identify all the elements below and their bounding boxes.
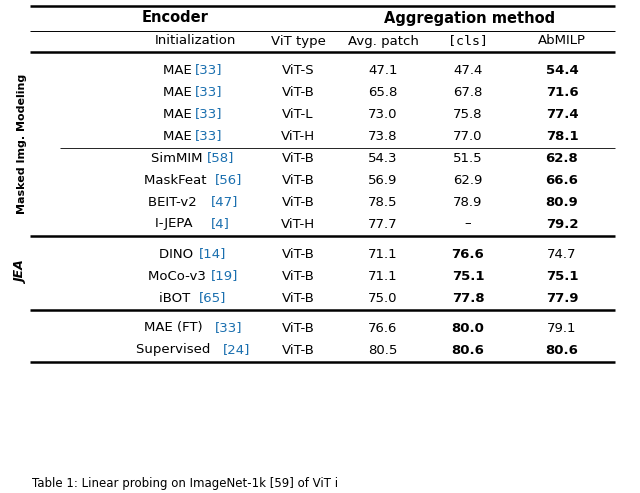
Text: DINO: DINO [159,247,198,260]
Text: [cls]: [cls] [448,35,488,47]
Text: 80.6: 80.6 [452,344,484,356]
Text: 56.9: 56.9 [368,174,397,186]
Text: [47]: [47] [211,196,238,209]
Text: 75.0: 75.0 [368,291,397,305]
Text: JEA: JEA [15,262,29,284]
Text: 80.0: 80.0 [452,321,484,334]
Text: I-JEPA: I-JEPA [156,217,197,231]
Text: MAE (FT): MAE (FT) [143,321,207,334]
Text: SimMIM: SimMIM [152,151,207,165]
Text: iBOT: iBOT [159,291,195,305]
Text: [24]: [24] [223,344,250,356]
Text: 67.8: 67.8 [453,85,483,99]
Text: ViT-B: ViT-B [282,321,314,334]
Text: [14]: [14] [199,247,227,260]
Text: 76.6: 76.6 [452,247,484,260]
Text: 71.1: 71.1 [368,247,398,260]
Text: 75.1: 75.1 [452,270,484,282]
Text: 80.6: 80.6 [545,344,579,356]
Text: 77.8: 77.8 [452,291,484,305]
Text: ViT-B: ViT-B [282,85,314,99]
Text: [65]: [65] [199,291,227,305]
Text: 47.4: 47.4 [453,64,483,76]
Text: ViT-S: ViT-S [282,64,314,76]
Text: ViT-B: ViT-B [282,270,314,282]
Text: MAE: MAE [163,130,196,142]
Text: Encoder: Encoder [141,10,209,26]
Text: 80.9: 80.9 [546,196,579,209]
Text: 75.8: 75.8 [453,107,483,120]
Text: [58]: [58] [207,151,234,165]
Text: 77.0: 77.0 [453,130,483,142]
Text: MAE: MAE [163,85,196,99]
Text: 66.6: 66.6 [545,174,579,186]
Text: [56]: [56] [215,174,242,186]
Text: ViT-B: ViT-B [282,344,314,356]
Text: [33]: [33] [195,130,223,142]
Text: 54.4: 54.4 [546,64,579,76]
Text: MoCo-v3: MoCo-v3 [147,270,210,282]
Text: 77.7: 77.7 [368,217,398,231]
Text: [33]: [33] [215,321,243,334]
Text: 65.8: 65.8 [368,85,397,99]
Text: 73.0: 73.0 [368,107,397,120]
Text: Table 1: Linear probing on ImageNet-1k [59] of ViT i: Table 1: Linear probing on ImageNet-1k [… [32,477,338,490]
Text: 71.1: 71.1 [368,270,398,282]
Text: 76.6: 76.6 [368,321,397,334]
Text: ViT-B: ViT-B [282,291,314,305]
Text: Masked Img. Modeling: Masked Img. Modeling [17,74,27,214]
Text: 75.1: 75.1 [546,270,579,282]
Text: 74.7: 74.7 [547,247,577,260]
Text: BEIT-v2: BEIT-v2 [147,196,200,209]
Text: ViT-B: ViT-B [282,174,314,186]
Text: 78.5: 78.5 [368,196,397,209]
Text: [33]: [33] [195,107,223,120]
Text: Avg. patch: Avg. patch [348,35,419,47]
Text: 79.1: 79.1 [547,321,577,334]
Text: 77.4: 77.4 [546,107,579,120]
Text: ViT type: ViT type [271,35,325,47]
Text: 77.9: 77.9 [546,291,579,305]
Text: 71.6: 71.6 [546,85,579,99]
Text: 78.9: 78.9 [453,196,483,209]
Text: Aggregation method: Aggregation method [385,10,556,26]
Text: Supervised: Supervised [136,344,214,356]
Text: 62.9: 62.9 [453,174,483,186]
Text: Initialization: Initialization [154,35,236,47]
Text: ViT-H: ViT-H [281,217,315,231]
Text: ViT-H: ViT-H [281,130,315,142]
Text: AbMILP: AbMILP [538,35,586,47]
Text: –: – [465,217,471,231]
Text: 47.1: 47.1 [368,64,397,76]
Text: 73.8: 73.8 [368,130,397,142]
Text: [19]: [19] [211,270,238,282]
Text: [4]: [4] [211,217,230,231]
Text: 51.5: 51.5 [453,151,483,165]
Text: ViT-B: ViT-B [282,151,314,165]
Text: 62.8: 62.8 [546,151,579,165]
Text: ViT-B: ViT-B [282,247,314,260]
Text: MaskFeat: MaskFeat [143,174,211,186]
Text: 80.5: 80.5 [368,344,397,356]
Text: ViT-L: ViT-L [282,107,314,120]
Text: [33]: [33] [195,85,223,99]
Text: MAE: MAE [163,64,196,76]
Text: [33]: [33] [195,64,223,76]
Text: 78.1: 78.1 [546,130,579,142]
Text: 54.3: 54.3 [368,151,397,165]
Text: MAE: MAE [163,107,196,120]
Text: 79.2: 79.2 [546,217,579,231]
Text: ViT-B: ViT-B [282,196,314,209]
